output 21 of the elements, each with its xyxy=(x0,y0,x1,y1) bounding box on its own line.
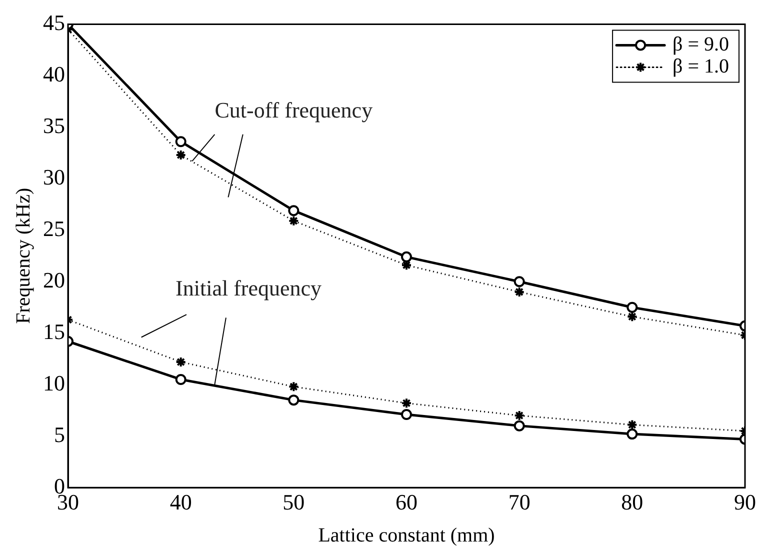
x-axis-title: Lattice constant (mm) xyxy=(318,524,495,546)
y-axis-title: Frequency (kHz) xyxy=(12,188,34,324)
y-tick-label: 40 xyxy=(43,61,65,86)
x-tick-label: 70 xyxy=(508,490,530,515)
legend-label: β = 9.0 xyxy=(672,33,730,56)
y-tick-label: 20 xyxy=(43,267,65,292)
y-tick-label: 10 xyxy=(43,370,65,396)
x-tick-label: 90 xyxy=(734,490,756,515)
legend-label: β = 1.0 xyxy=(672,55,730,78)
y-tick-label: 15 xyxy=(43,318,65,344)
annotation: Cut-off frequency xyxy=(214,98,373,123)
y-tick-label: 30 xyxy=(43,164,65,190)
x-tick-label: 60 xyxy=(396,490,418,515)
x-tick-label: 50 xyxy=(282,490,305,515)
x-tick-label: 40 xyxy=(170,490,192,515)
x-tick-label: 80 xyxy=(621,490,644,515)
y-tick-label: 25 xyxy=(43,216,65,241)
y-tick-label: 5 xyxy=(54,422,65,447)
annotation: Initial frequency xyxy=(176,276,322,301)
y-tick-label: 35 xyxy=(43,112,65,138)
y-tick-label: 45 xyxy=(43,10,65,35)
